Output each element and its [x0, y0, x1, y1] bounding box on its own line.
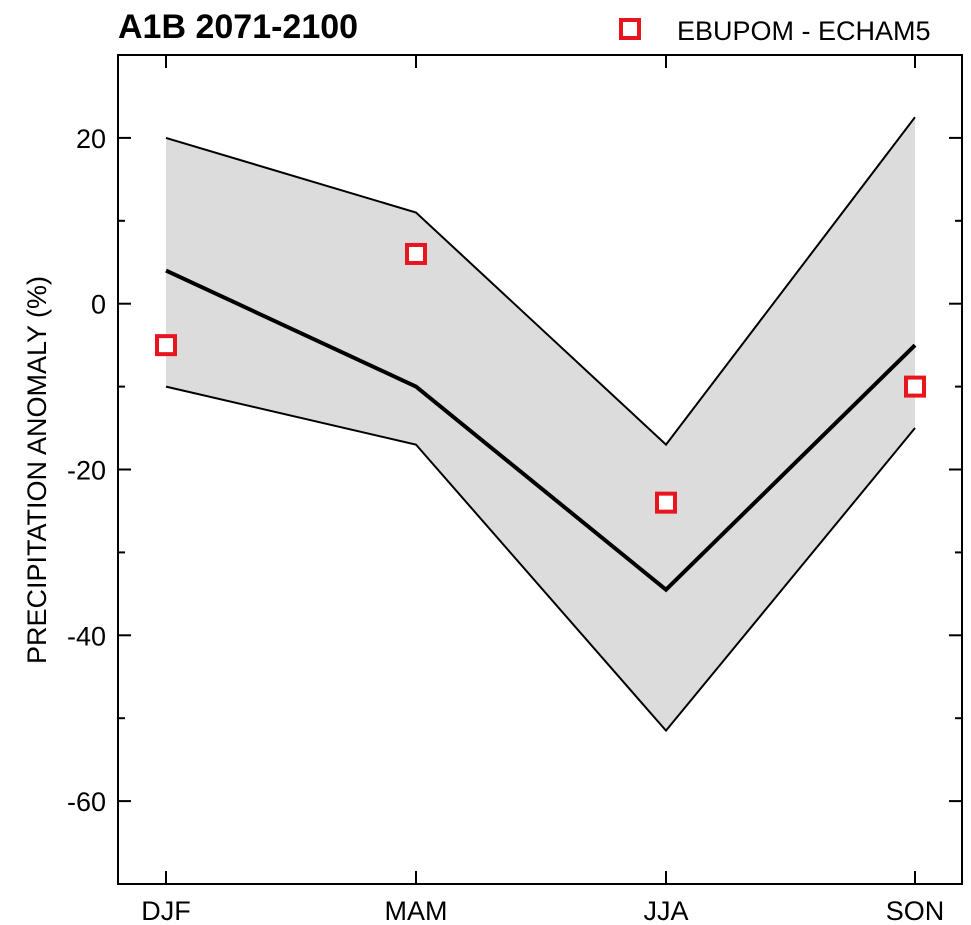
data-point-jja: [655, 491, 677, 514]
band-lower-line: [165, 385, 916, 733]
band-upper-line: [165, 116, 916, 447]
legend-marker: [619, 18, 641, 40]
legend: EBUPOM - ECHAM5: [619, 16, 931, 46]
y-tick-label: 20: [76, 124, 106, 154]
plot-area: -60 -40 -20 0 20 DJF MAM JJA SON: [67, 54, 963, 925]
y-axis-label: PRECIPITATION ANOMALY (%): [22, 276, 52, 664]
y-tick-label: -20: [67, 456, 106, 486]
y-tick-label: -40: [67, 621, 106, 651]
x-tick-label-jja: JJA: [643, 896, 688, 925]
ensemble-mean-line: [165, 268, 917, 593]
data-point-djf: [155, 334, 177, 357]
legend-label: EBUPOM - ECHAM5: [677, 16, 931, 46]
y-tick-label: -60: [67, 787, 106, 817]
data-point-son: [904, 375, 926, 398]
data-point-mam: [405, 242, 427, 265]
x-tick-label-mam: MAM: [385, 896, 448, 925]
x-tick-label-djf: DJF: [141, 896, 191, 925]
y-tick-label: 0: [91, 290, 106, 320]
x-tick-label-son: SON: [886, 896, 945, 925]
uncertainty-band: [166, 117, 915, 731]
chart-title: A1B 2071-2100: [118, 8, 358, 46]
